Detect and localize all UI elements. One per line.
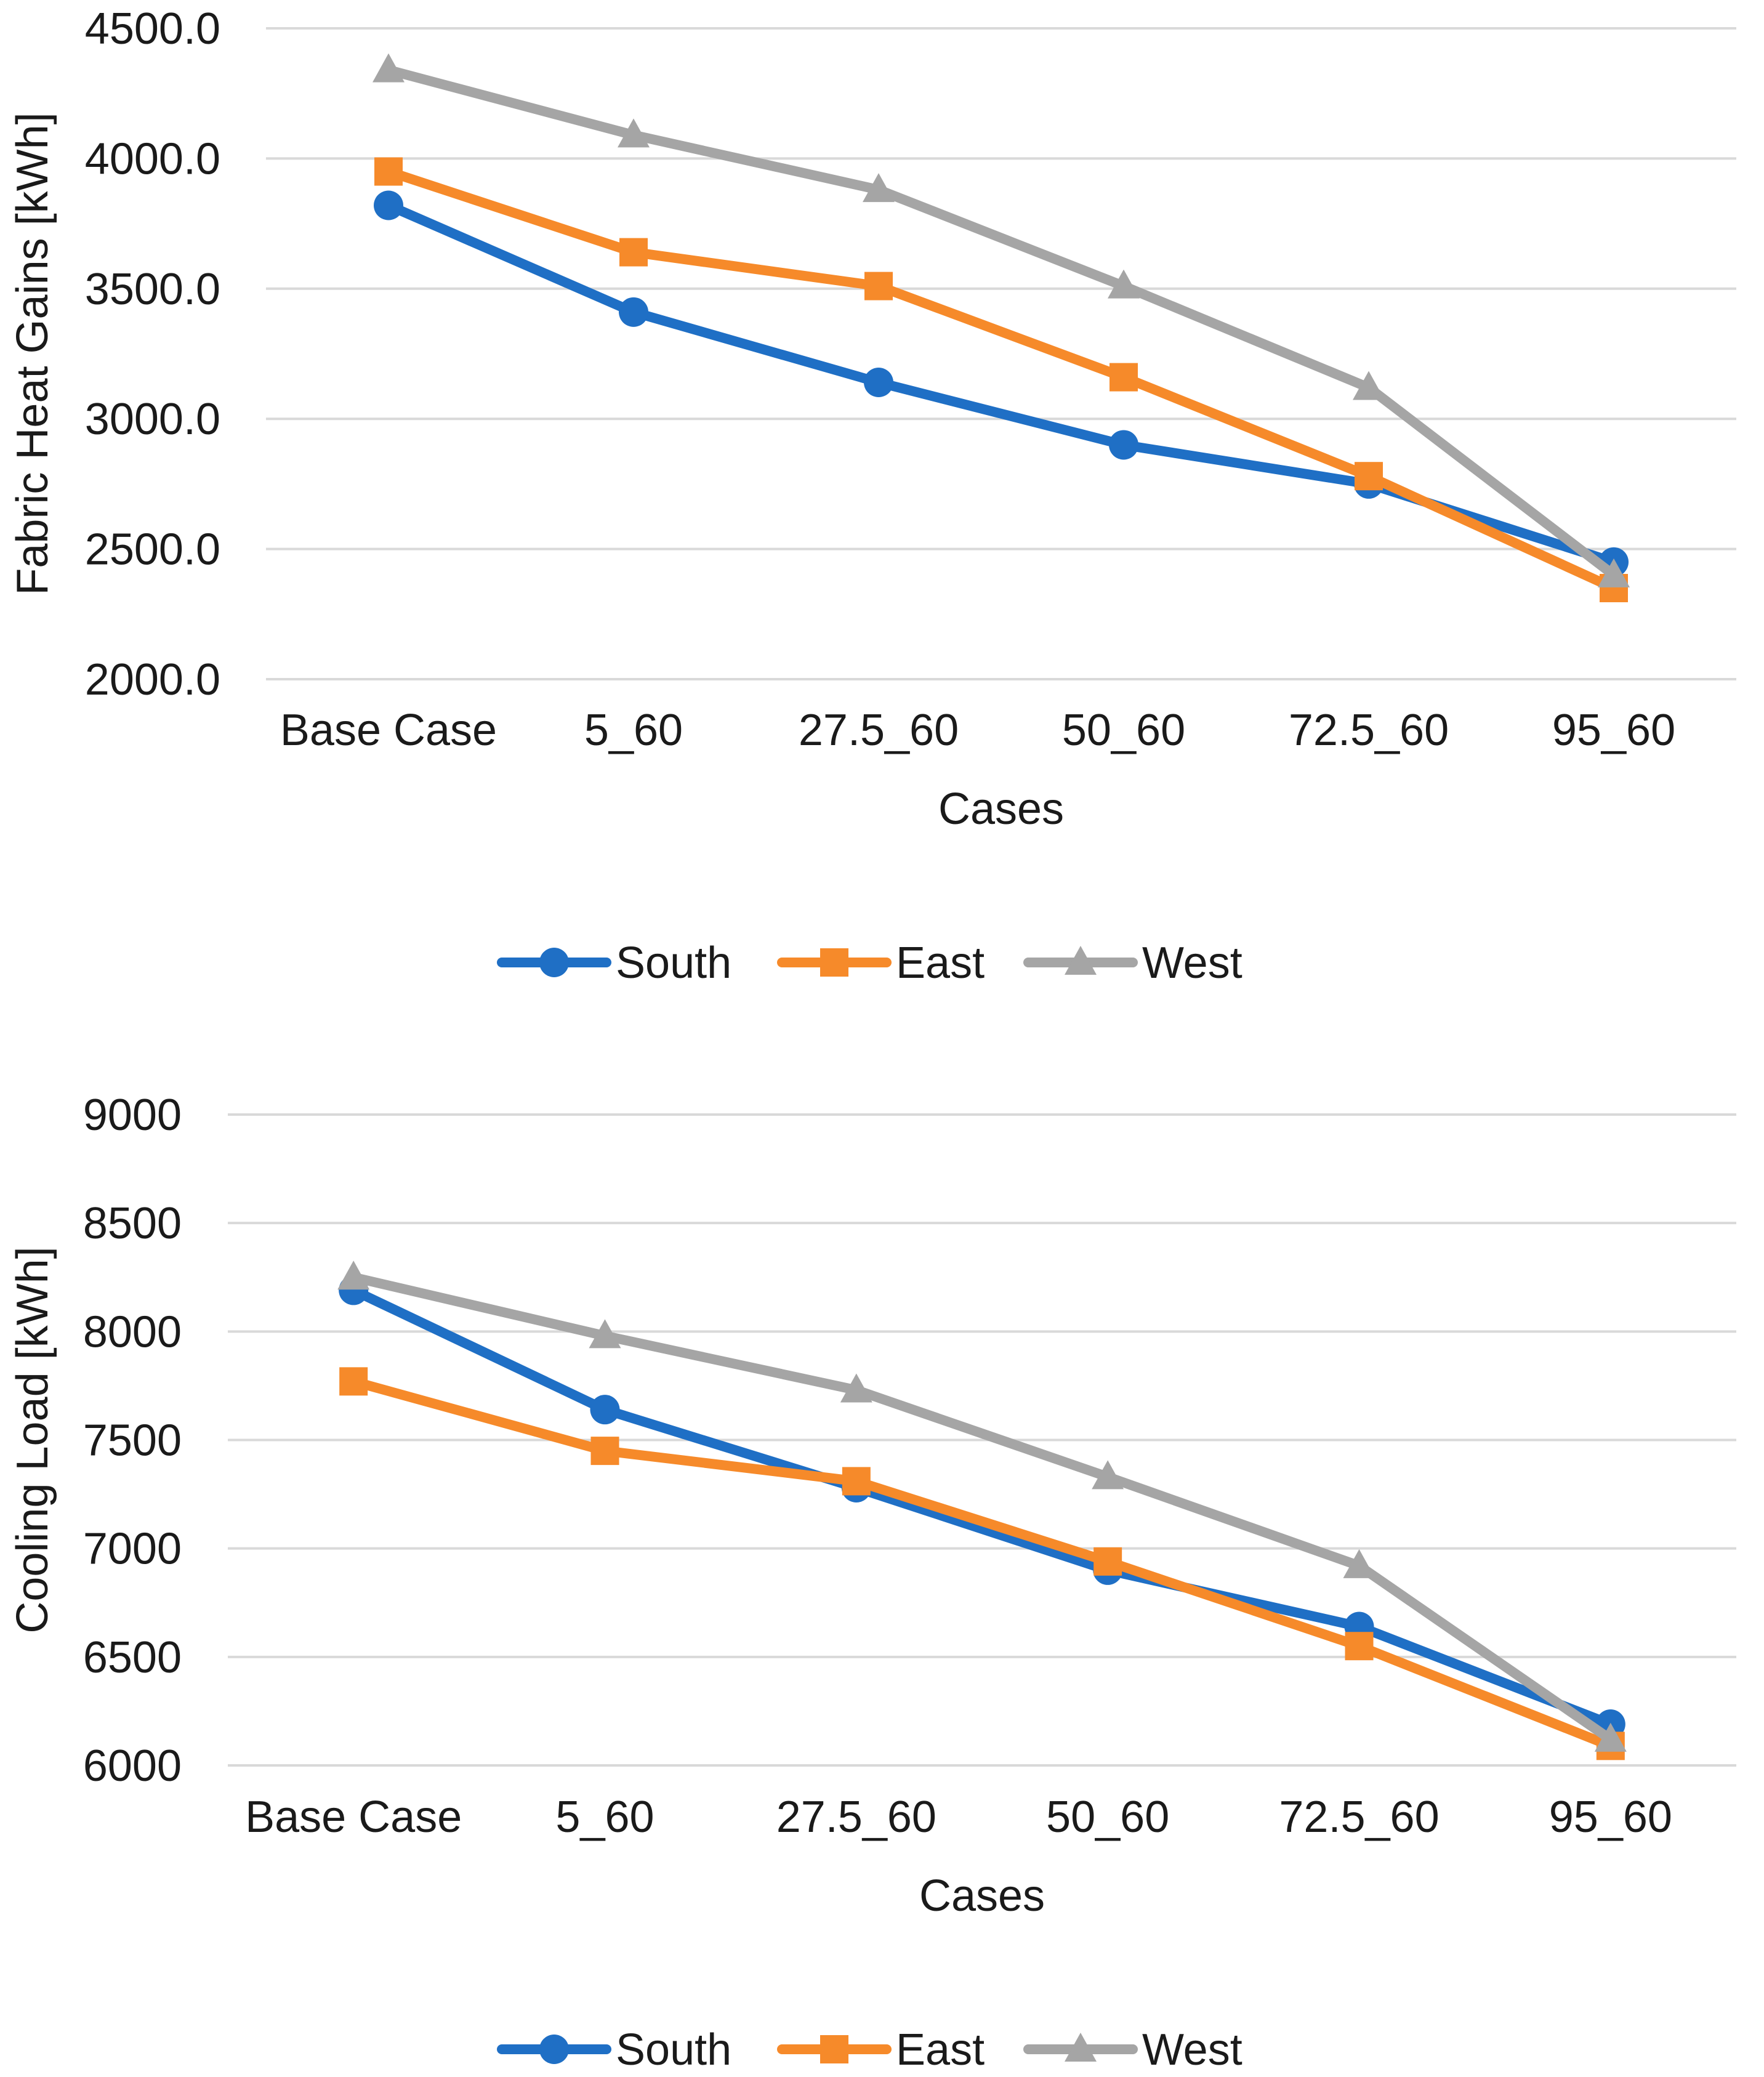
legend-label: South — [616, 2025, 731, 2074]
x-tick-label: 27.5_60 — [799, 706, 959, 755]
data-point-east — [1345, 1632, 1374, 1661]
data-point-west — [373, 53, 405, 83]
legend-label: South — [616, 938, 731, 988]
series-line-east — [348, 1376, 1616, 1751]
data-point-east — [864, 272, 893, 300]
legend-marker — [1065, 2033, 1097, 2062]
x-axis-title: Cases — [919, 1871, 1045, 1921]
series-east — [374, 157, 1628, 603]
data-point-west — [1108, 269, 1140, 299]
y-axis-title: Cooling Load [kWh] — [8, 1246, 57, 1633]
y-tick-label: 8500 — [83, 1199, 182, 1248]
legend-item-west: West — [1023, 2025, 1242, 2075]
y-tick-label: 9000 — [83, 1091, 182, 1140]
legend-marker — [820, 948, 848, 977]
x-tick-label: Base Case — [245, 1793, 462, 1842]
data-point-west — [1092, 1460, 1124, 1490]
data-point-east — [1093, 1547, 1122, 1576]
legend-label: East — [896, 2025, 985, 2074]
x-axis-title: Cases — [938, 784, 1064, 834]
data-point-south — [864, 368, 893, 398]
y-tick-label: 6000 — [83, 1741, 182, 1791]
x-tick-label: 50_60 — [1046, 1793, 1169, 1842]
y-tick-label: 7500 — [83, 1416, 182, 1466]
data-point-west — [840, 1373, 872, 1403]
x-tick-label: 50_60 — [1062, 706, 1185, 755]
data-point-east — [842, 1467, 871, 1496]
series-line-west — [384, 65, 1619, 580]
data-point-east — [1355, 462, 1383, 491]
series-east — [339, 1367, 1625, 1760]
x-tick-label: 5_60 — [555, 1793, 654, 1842]
data-point-west — [1598, 558, 1630, 587]
series-west — [373, 53, 1630, 587]
y-tick-label: 4500.0 — [85, 4, 220, 54]
legend-marker — [820, 2035, 848, 2063]
legend-label: West — [1142, 2025, 1242, 2074]
data-point-west — [618, 118, 650, 148]
series-west — [337, 1260, 1627, 1752]
legend-item-east: East — [777, 2025, 985, 2075]
x-tick-label: 95_60 — [1552, 706, 1675, 755]
legend-item-south: South — [497, 938, 731, 988]
y-tick-label: 2000.0 — [85, 655, 220, 704]
series-line-south — [348, 1285, 1616, 1730]
data-point-west — [1343, 1549, 1375, 1578]
fabric-heat-gains-chart: 2000.0 2500.0 3000.0 3500.0 4000.0 4500.0 Base… — [8, 4, 1736, 988]
legend-label: East — [896, 938, 985, 988]
legend-label: West — [1142, 938, 1242, 988]
series-line-east — [384, 166, 1619, 594]
x-tick-label: 72.5_60 — [1279, 1793, 1439, 1842]
x-tick-label: Base Case — [280, 706, 497, 755]
y-axis-title: Fabric Heat Gains [kWh] — [8, 112, 57, 595]
data-point-east — [374, 157, 403, 186]
y-tick-label: 6500 — [83, 1633, 182, 1682]
data-point-west — [1594, 1722, 1627, 1752]
data-point-east — [619, 238, 648, 267]
legend-item-west: West — [1023, 938, 1242, 988]
series-line-west — [348, 1272, 1616, 1744]
legend-marker — [1065, 946, 1097, 975]
x-tick-label: 27.5_60 — [776, 1793, 936, 1842]
x-tick-label: 72.5_60 — [1289, 706, 1449, 755]
legend-item-south: South — [497, 2025, 731, 2075]
y-tick-label: 4000.0 — [85, 134, 220, 184]
x-tick-label: 5_60 — [584, 706, 683, 755]
y-tick-label: 8000 — [83, 1307, 182, 1357]
legend: South East West — [497, 2025, 1242, 2075]
legend: South East West — [497, 938, 1242, 988]
data-point-south — [1109, 430, 1138, 460]
series-south — [339, 1275, 1625, 1740]
y-tick-label: 3000.0 — [85, 395, 220, 444]
series-south — [374, 190, 1629, 577]
data-point-east — [1110, 363, 1138, 392]
y-tick-label: 7000 — [83, 1525, 182, 1574]
cooling-load-chart: 6000 6500 7000 7500 8000 8500 9000 Base Case 5_6… — [8, 1091, 1736, 2075]
data-point-south — [619, 297, 648, 327]
data-point-south — [590, 1395, 620, 1425]
data-point-west — [863, 173, 895, 203]
y-tick-label: 2500.0 — [85, 525, 220, 575]
y-tick-label: 3500.0 — [85, 265, 220, 314]
legend-item-east: East — [777, 938, 985, 988]
legend-marker — [539, 948, 569, 977]
x-tick-label: 95_60 — [1549, 1793, 1672, 1842]
data-point-south — [374, 190, 403, 220]
data-point-west — [589, 1319, 621, 1349]
data-point-east — [339, 1367, 368, 1396]
legend-marker — [539, 2035, 569, 2064]
data-point-west — [337, 1260, 370, 1290]
data-point-east — [590, 1437, 619, 1466]
data-point-west — [1353, 371, 1385, 400]
